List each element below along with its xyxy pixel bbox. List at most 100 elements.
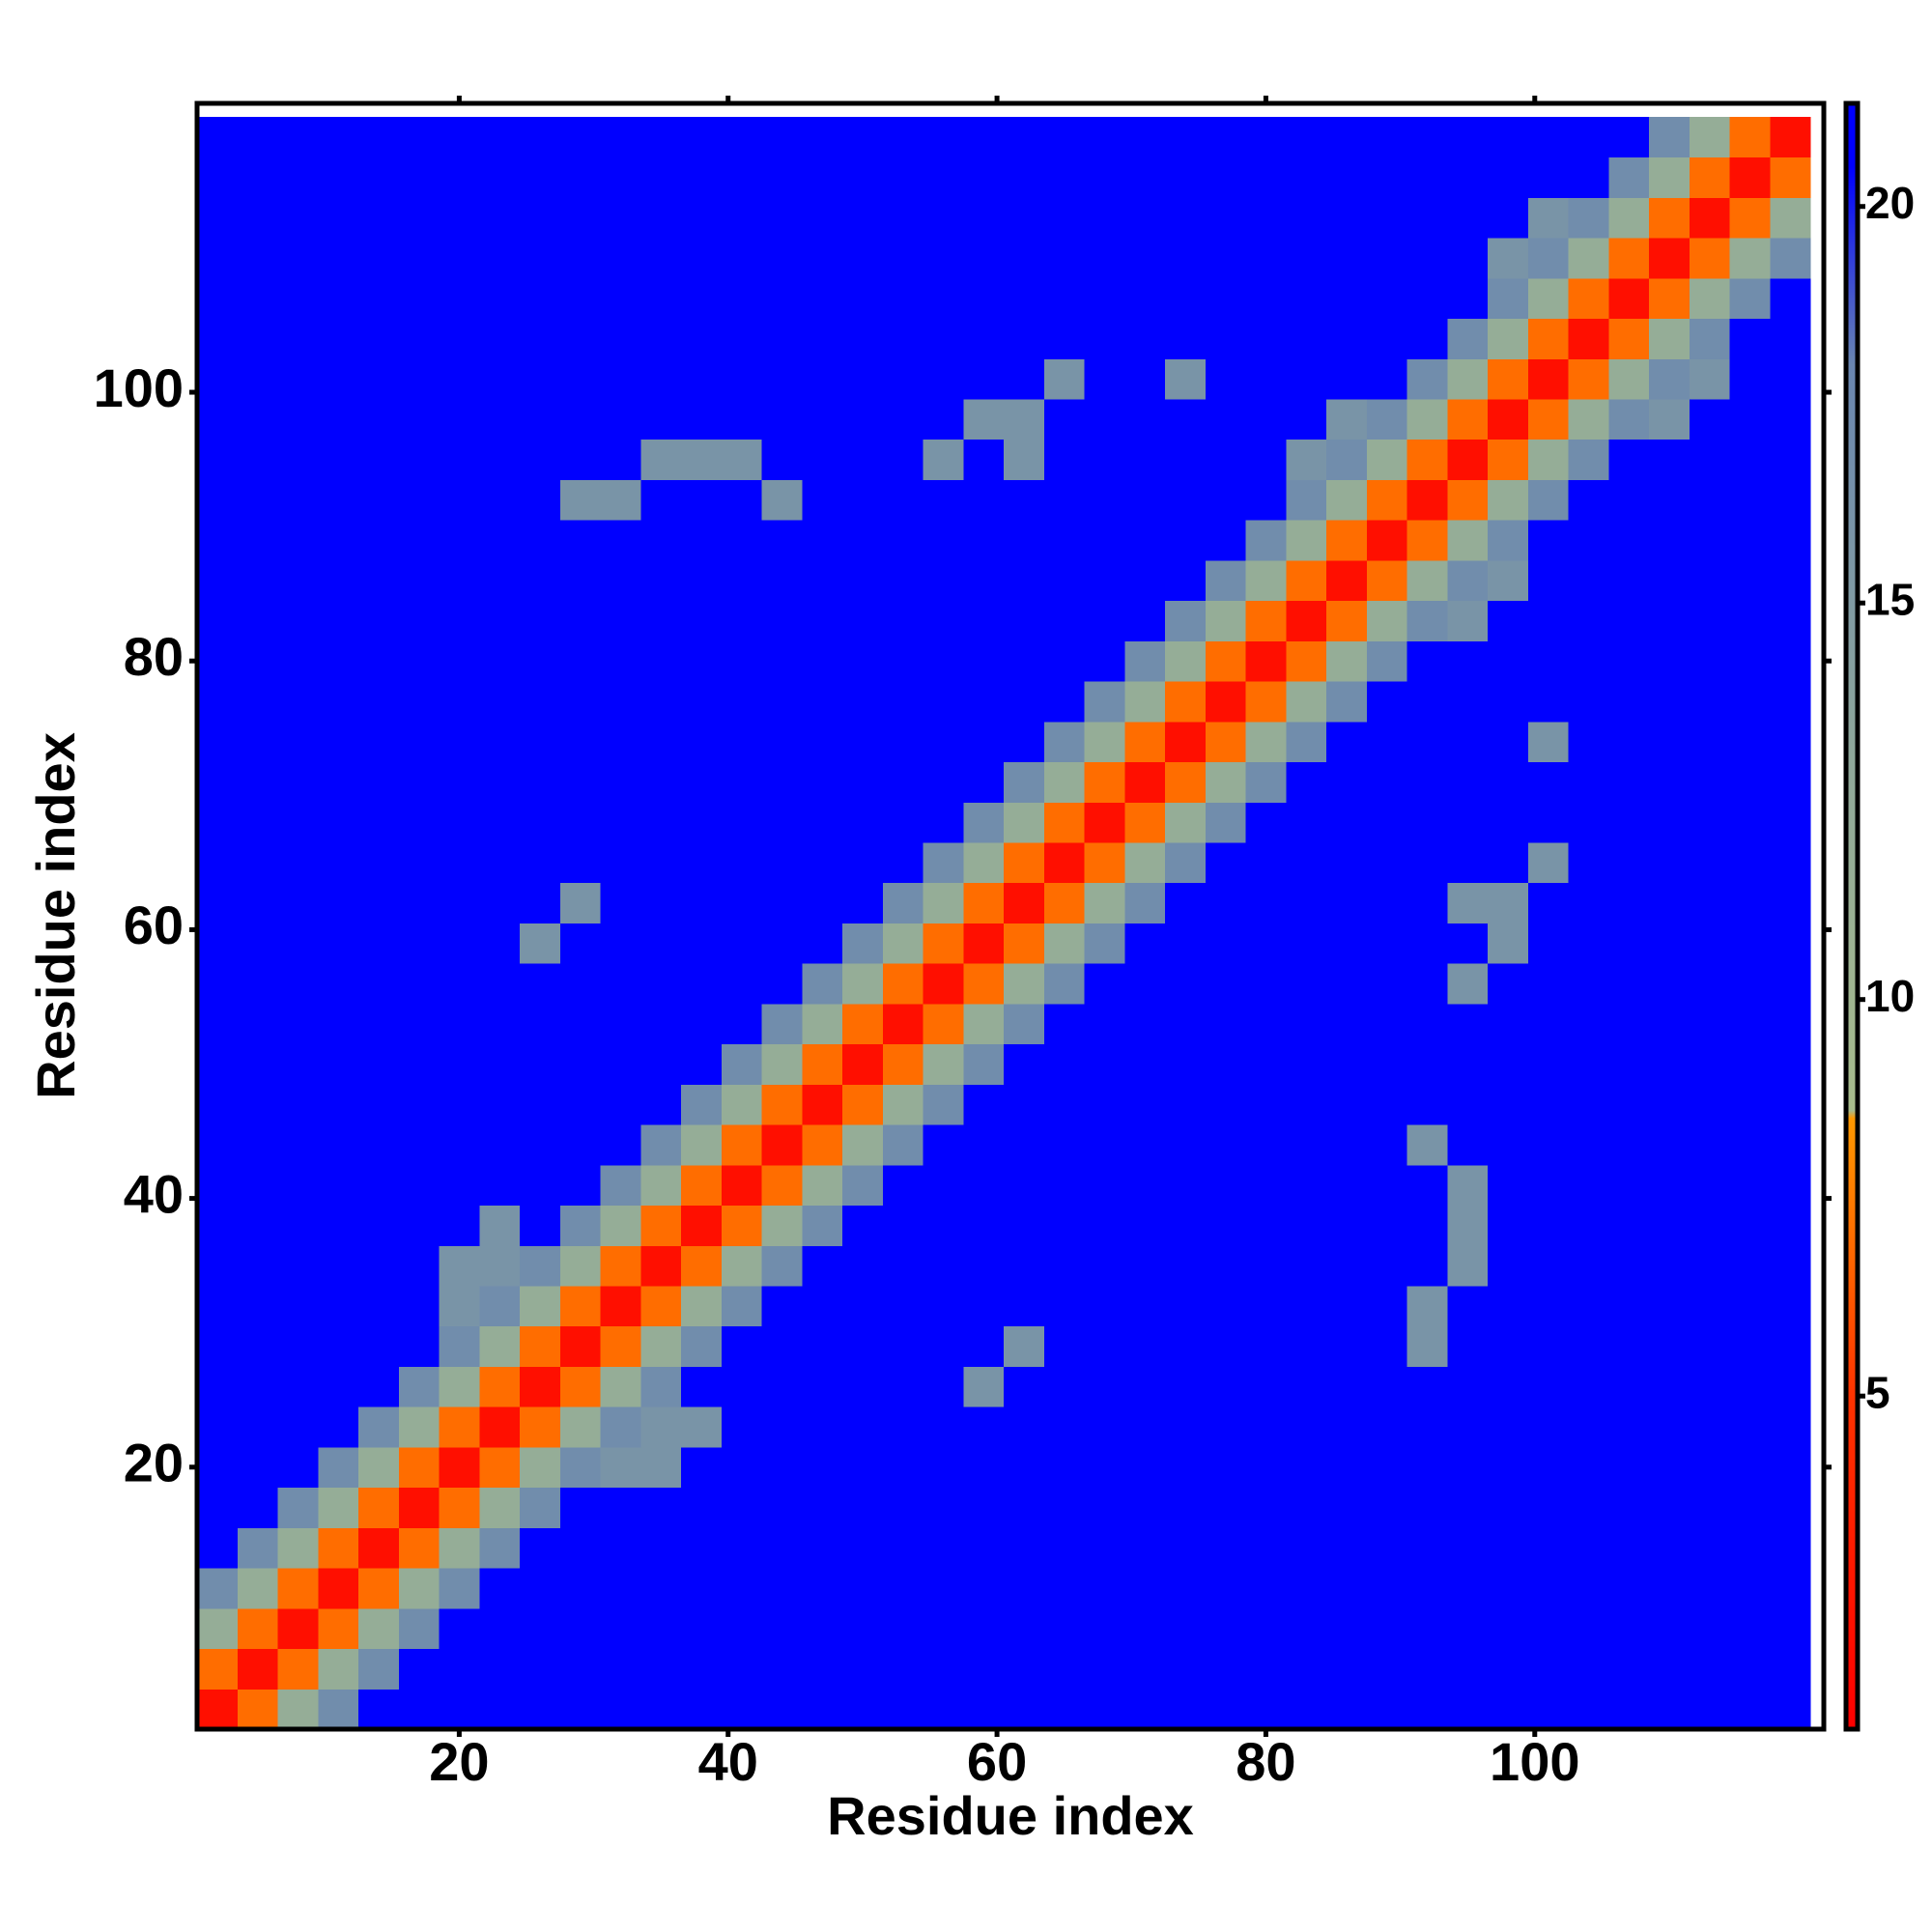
heatmap-cell — [1124, 721, 1166, 763]
heatmap-cell — [681, 681, 723, 723]
heatmap-cell — [520, 358, 561, 400]
heatmap-cell — [1527, 439, 1570, 480]
heatmap-cell — [1205, 842, 1247, 884]
heatmap-cell — [439, 640, 480, 682]
heatmap-cell — [1527, 1689, 1570, 1730]
heatmap-cell — [398, 559, 440, 602]
heatmap-cell — [600, 1245, 641, 1287]
heatmap-cell — [1165, 1689, 1207, 1730]
heatmap-cell — [1165, 439, 1207, 480]
heatmap-cell — [1689, 1568, 1731, 1609]
heatmap-cell — [1124, 761, 1166, 803]
heatmap-cell — [1406, 842, 1448, 884]
heatmap-cell — [1043, 156, 1086, 198]
heatmap-cell — [237, 156, 279, 198]
heatmap-cell — [882, 318, 924, 359]
heatmap-cell — [1568, 1164, 1609, 1207]
heatmap-cell — [1124, 1325, 1166, 1367]
heatmap-cell — [1165, 318, 1207, 359]
heatmap-cell — [842, 802, 884, 843]
heatmap-cell — [1245, 600, 1287, 641]
heatmap-cell — [520, 640, 561, 682]
heatmap-cell — [1245, 1366, 1287, 1407]
heatmap-cell — [1205, 1245, 1247, 1287]
heatmap-cell — [640, 238, 682, 279]
heatmap-cell — [761, 399, 803, 440]
heatmap-cell — [1770, 721, 1811, 763]
heatmap-cell — [1649, 1406, 1690, 1448]
heatmap-cell — [1488, 1084, 1529, 1125]
heatmap-cell — [640, 1003, 682, 1045]
heatmap-cell — [761, 721, 803, 763]
heatmap-cell — [277, 1689, 319, 1730]
heatmap-cell — [1608, 1003, 1650, 1045]
x-axis-title: Residue index — [827, 1785, 1194, 1846]
heatmap-cell — [1649, 842, 1690, 884]
heatmap-cell — [1447, 358, 1489, 400]
heatmap-cell — [600, 963, 641, 1005]
heatmap-cell — [1729, 197, 1771, 239]
heatmap-cell — [1004, 802, 1045, 843]
heatmap-cell — [197, 923, 239, 964]
heatmap-cell — [1527, 1003, 1570, 1045]
heatmap-cell — [1406, 520, 1448, 561]
heatmap-cell — [681, 600, 723, 641]
heatmap-cell — [1043, 1648, 1086, 1690]
heatmap-cell — [923, 1205, 964, 1246]
heatmap-cell — [1286, 277, 1327, 320]
heatmap-cell — [1488, 842, 1529, 884]
heatmap-cell — [318, 681, 359, 723]
heatmap-cell — [197, 1084, 239, 1125]
heatmap-cell — [559, 439, 602, 480]
heatmap-cell — [1527, 600, 1570, 641]
heatmap-cell — [1286, 1124, 1327, 1166]
heatmap-cell — [1326, 1245, 1368, 1287]
heatmap-cell — [398, 1446, 440, 1489]
heatmap-cell — [1124, 156, 1166, 198]
heatmap-cell — [1286, 802, 1327, 843]
heatmap-cell — [358, 1406, 400, 1448]
heatmap-cell — [721, 1043, 763, 1085]
heatmap-cell — [1245, 761, 1287, 803]
colorbar-tick-label: 5 — [1865, 1367, 1890, 1417]
heatmap-cell — [1165, 1648, 1207, 1690]
heatmap-cell — [923, 1245, 964, 1287]
heatmap-cell — [318, 1689, 359, 1730]
heatmap-cell — [600, 1366, 641, 1407]
heatmap-cell — [1649, 963, 1690, 1005]
heatmap-cell — [318, 1205, 359, 1246]
heatmap-cell — [237, 681, 279, 723]
heatmap-cell — [1608, 1043, 1650, 1085]
heatmap-cell — [1527, 1607, 1570, 1650]
heatmap-cell — [197, 1487, 239, 1528]
heatmap-cell — [277, 197, 319, 239]
heatmap-cell — [681, 520, 723, 561]
heatmap-cell — [1043, 963, 1086, 1005]
heatmap-cell — [1004, 600, 1045, 641]
heatmap-cell — [882, 1043, 924, 1085]
heatmap-cell — [1286, 1164, 1327, 1207]
heatmap-cell — [1568, 1325, 1609, 1367]
heatmap-cell — [1326, 802, 1368, 843]
heatmap-cell — [600, 197, 641, 239]
heatmap-cell — [640, 1689, 682, 1730]
heatmap-cell — [1608, 1487, 1650, 1528]
heatmap-cell — [1649, 882, 1690, 923]
heatmap-cell — [1245, 1003, 1287, 1045]
heatmap-cell — [882, 1648, 924, 1690]
heatmap-cell — [882, 1487, 924, 1528]
heatmap-cell — [1366, 358, 1408, 400]
heatmap-cell — [1084, 882, 1125, 923]
heatmap-cell — [277, 1245, 319, 1287]
heatmap-cell — [1004, 1286, 1045, 1327]
heatmap-cell — [197, 1446, 239, 1489]
heatmap-cell — [1608, 1325, 1650, 1367]
heatmap-cell — [318, 1568, 359, 1609]
heatmap-cell — [520, 399, 561, 440]
heatmap-cell — [1286, 1003, 1327, 1045]
heatmap-cell — [923, 116, 964, 158]
heatmap-cell — [277, 1446, 319, 1489]
heatmap-cell — [197, 318, 239, 359]
heatmap-cell — [600, 640, 641, 682]
heatmap-cell — [1286, 1084, 1327, 1125]
